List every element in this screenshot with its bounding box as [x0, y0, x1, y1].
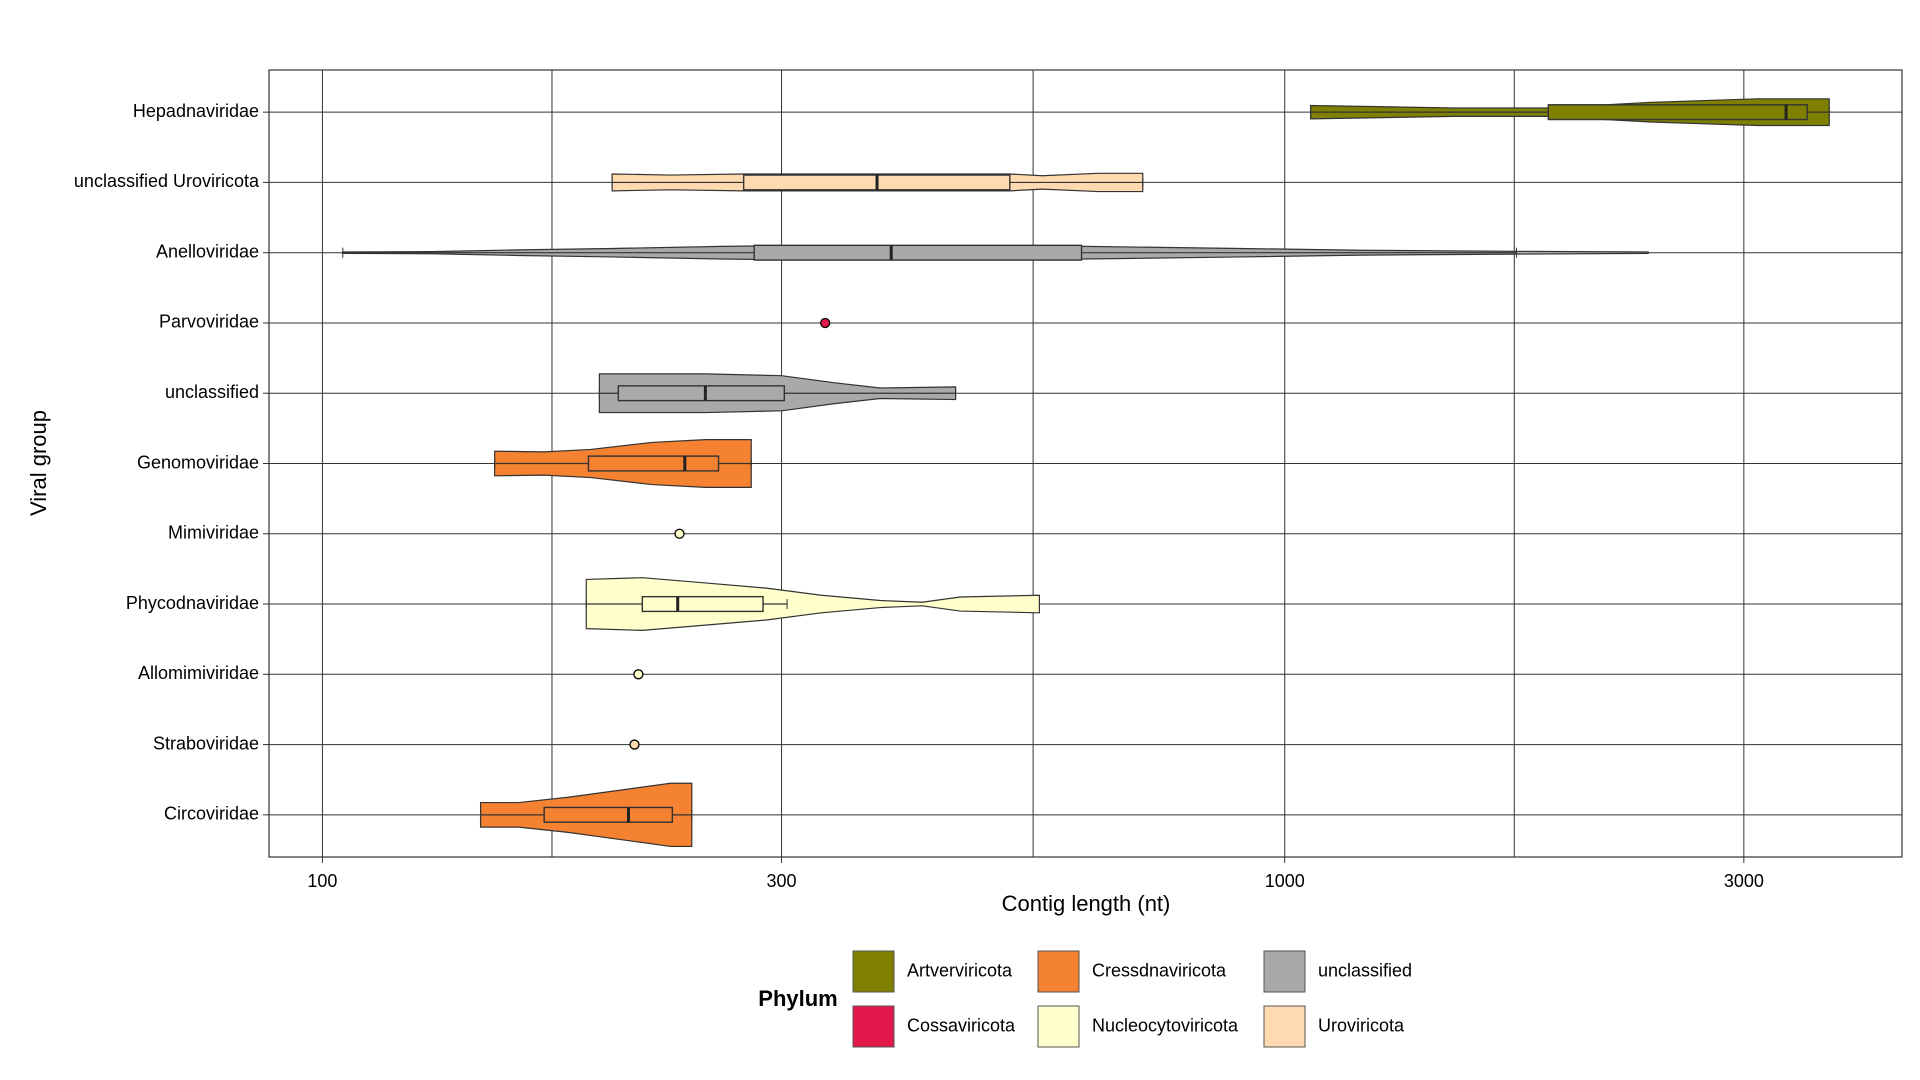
y-tick-label: Allomimiviridae	[138, 663, 259, 683]
legend-label: Cossaviricota	[907, 1015, 1016, 1035]
legend-label: Uroviricota	[1318, 1015, 1405, 1035]
legend-key	[1037, 1005, 1080, 1048]
legend-key	[1263, 1005, 1306, 1048]
y-tick-label: Hepadnaviridae	[133, 101, 259, 121]
box	[617, 385, 786, 402]
legend-label: unclassified	[1318, 960, 1412, 980]
y-tick-label: Circoviridae	[164, 804, 259, 824]
legend-label: Artverviricota	[907, 960, 1013, 980]
point	[820, 317, 831, 329]
y-tick-label: Straboviridae	[153, 733, 259, 753]
legend-label: Cressdnaviricota	[1092, 960, 1227, 980]
y-tick-label: unclassified Uroviricota	[74, 171, 260, 191]
y-tick-label: Phycodnaviridae	[126, 593, 259, 613]
point	[633, 669, 644, 680]
violin	[585, 577, 1041, 631]
y-tick-label: Parvoviridae	[159, 312, 259, 332]
legend-label: Nucleocytoviricota	[1092, 1015, 1239, 1035]
legend-key	[852, 950, 895, 993]
box	[587, 455, 720, 472]
legend-key	[1263, 950, 1306, 993]
box	[1547, 104, 1808, 121]
legend-title: Phylum	[758, 986, 837, 1011]
box	[641, 595, 764, 613]
legend-key	[1037, 950, 1080, 993]
point	[629, 739, 640, 750]
x-tick-label: 100	[307, 871, 337, 891]
x-axis-title: Contig length (nt)	[1002, 891, 1171, 916]
y-tick-label: Genomoviridae	[137, 452, 259, 472]
box	[543, 806, 674, 823]
y-tick-label: unclassified	[165, 382, 259, 402]
x-tick-label: 1000	[1265, 871, 1305, 891]
box	[753, 244, 1083, 261]
point	[674, 528, 685, 539]
y-tick-label: Anelloviridae	[156, 241, 259, 261]
x-tick-label: 3000	[1724, 871, 1764, 891]
legend-key	[852, 1005, 895, 1048]
y-tick-label: Mimiviridae	[168, 523, 259, 543]
y-axis-title: Viral group	[26, 410, 51, 516]
x-tick-label: 300	[767, 871, 797, 891]
plot-border	[268, 69, 1903, 858]
